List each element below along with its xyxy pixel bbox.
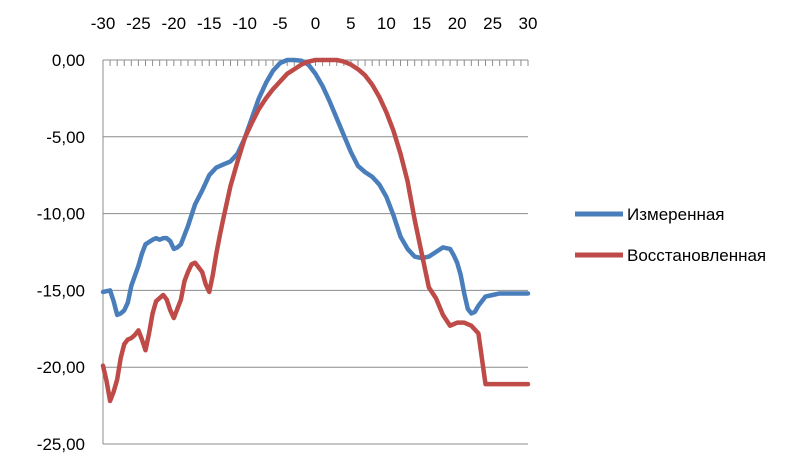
- x-tick-label: 25: [483, 14, 502, 33]
- x-tick-label: -20: [162, 14, 187, 33]
- x-tick-label: 10: [377, 14, 396, 33]
- series-line-0: [100, 57, 531, 318]
- y-tick-label: -15,00: [37, 281, 85, 300]
- x-tick-label: -25: [126, 14, 151, 33]
- legend: Измеренная Восстановленная: [575, 205, 766, 265]
- y-tick-label: 0,00: [52, 51, 85, 70]
- x-tick-label: -10: [232, 14, 257, 33]
- axis-layer: 0,00-5,00-10,00-15,00-20,00-25,00-30 -25-…: [37, 14, 538, 454]
- x-tick-label: 15: [412, 14, 431, 33]
- y-tick-label: -25,00: [37, 435, 85, 454]
- x-tick-label: -5: [273, 14, 288, 33]
- x-tick-label: 5: [346, 14, 355, 33]
- x-tick-label: -30: [91, 14, 116, 33]
- series-layer: [100, 57, 531, 404]
- y-tick-label: -5,00: [46, 128, 85, 147]
- x-tick-label: 30: [519, 14, 538, 33]
- x-tick-label: -15: [197, 14, 222, 33]
- x-tick-label: 20: [448, 14, 467, 33]
- x-tick-label: 0: [311, 14, 320, 33]
- y-tick-label: -10,00: [37, 205, 85, 224]
- grid-layer: [103, 59, 528, 445]
- series-line-1: [100, 57, 531, 404]
- legend-label-0: Измеренная: [627, 205, 725, 224]
- legend-label-1: Восстановленная: [627, 246, 766, 265]
- y-tick-label: -20,00: [37, 358, 85, 377]
